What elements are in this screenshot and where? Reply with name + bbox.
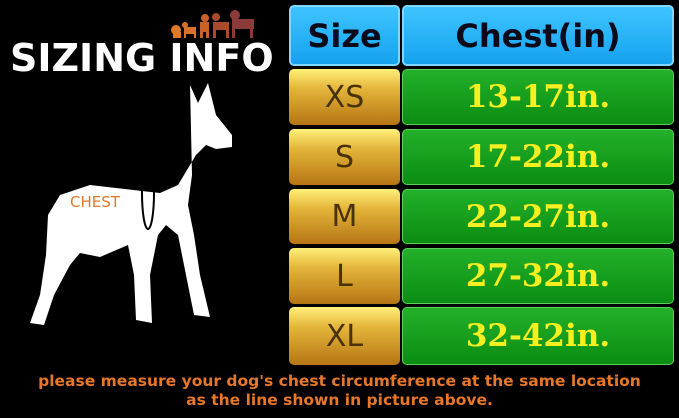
note-line-1: please measure your dog's chest circumfe…: [38, 372, 641, 390]
header-chest: Chest(in): [402, 5, 674, 66]
header-size: Size: [289, 5, 400, 66]
size-xs: XS: [289, 69, 400, 125]
chest-l: 27-32in.: [402, 248, 674, 304]
note-line-2: as the line shown in picture above.: [186, 391, 493, 409]
size-l: L: [289, 248, 400, 304]
size-s: S: [289, 129, 400, 185]
chest-label: CHEST: [70, 193, 120, 211]
measurement-note: please measure your dog's chest circumfe…: [0, 372, 679, 410]
size-xl: XL: [289, 307, 400, 365]
chest-xs: 13-17in.: [402, 69, 674, 125]
dogs-logo-icon: [171, 10, 254, 38]
chest-s: 17-22in.: [402, 129, 674, 185]
size-m: M: [289, 189, 400, 244]
dog-silhouette-icon: [30, 83, 232, 325]
page-title: SIZING INFO: [10, 36, 274, 80]
chest-xl: 32-42in.: [402, 307, 674, 365]
chest-m: 22-27in.: [402, 189, 674, 244]
